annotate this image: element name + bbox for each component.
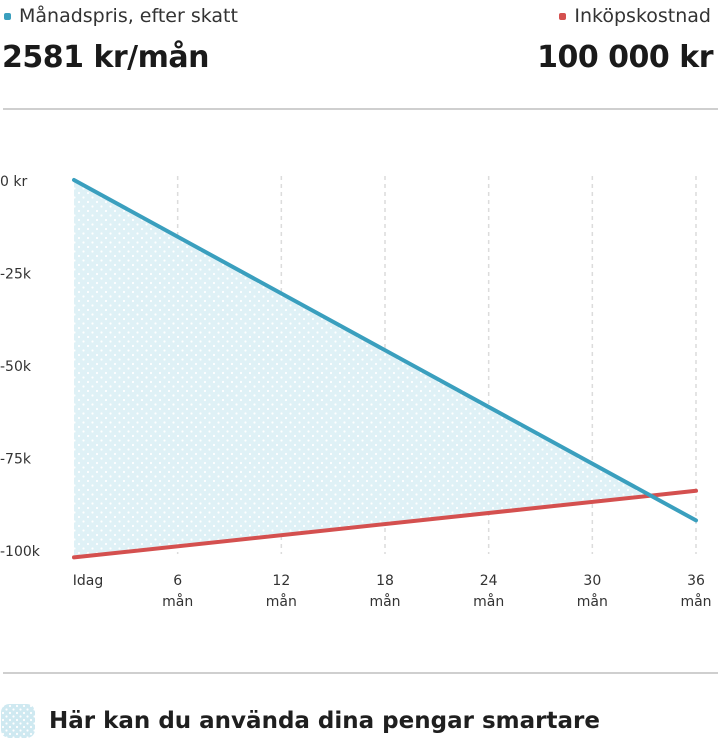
x-tick-label: 18 <box>376 573 394 589</box>
x-tick-unit: mån <box>473 593 504 610</box>
y-tick-label: 0 kr <box>0 174 27 190</box>
shaded-savings-area <box>74 180 651 558</box>
x-tick-label: 24 <box>480 573 498 589</box>
top-divider <box>3 108 718 110</box>
y-tick-label: -100k <box>0 544 41 560</box>
x-tick-label: 36 <box>687 573 705 589</box>
y-tick-label: -50k <box>0 359 32 375</box>
legend-dot-blue <box>4 12 11 20</box>
x-tick-unit: mån <box>162 593 193 610</box>
series-line-monthly <box>72 178 698 523</box>
legend-purchase-cost: Inköpskostnad <box>559 5 711 27</box>
y-tick-label: -25k <box>0 267 32 283</box>
legend-dot-red <box>559 12 567 20</box>
x-tick-label: Idag <box>73 573 103 589</box>
purchase-cost-value: 100 000 kr <box>537 40 713 75</box>
x-tick-unit: mån <box>577 593 608 610</box>
legend-monthly-price: Månadspris, efter skatt <box>4 5 238 27</box>
legend-monthly-label: Månadspris, efter skatt <box>19 5 238 27</box>
cost-comparison-chart: 0 kr -25k -50k -75k -100k Idag 6 mån 12 mån 18 mån 2… <box>0 174 712 610</box>
legend-purchase-label: Inköpskostnad <box>574 5 711 27</box>
series-line-purchase <box>72 488 698 560</box>
x-tick-label: 30 <box>583 573 601 589</box>
footer-text: Här kan du använda dina pengar smartare <box>49 708 600 734</box>
bottom-divider <box>3 672 718 674</box>
footer-legend: Här kan du använda dina pengar smartare <box>0 704 600 738</box>
x-tick-label: 12 <box>272 573 290 589</box>
dotted-area-swatch-icon <box>1 704 35 738</box>
x-tick-unit: mån <box>680 593 711 610</box>
x-tick-unit: mån <box>369 593 400 610</box>
monthly-price-value: 2581 kr/mån <box>2 40 210 75</box>
summary-header: Månadspris, efter skatt 2581 kr/mån Inkö… <box>0 0 721 110</box>
x-tick-label: 6 <box>173 573 182 589</box>
y-tick-label: -75k <box>0 452 32 468</box>
x-tick-unit: mån <box>266 593 297 610</box>
